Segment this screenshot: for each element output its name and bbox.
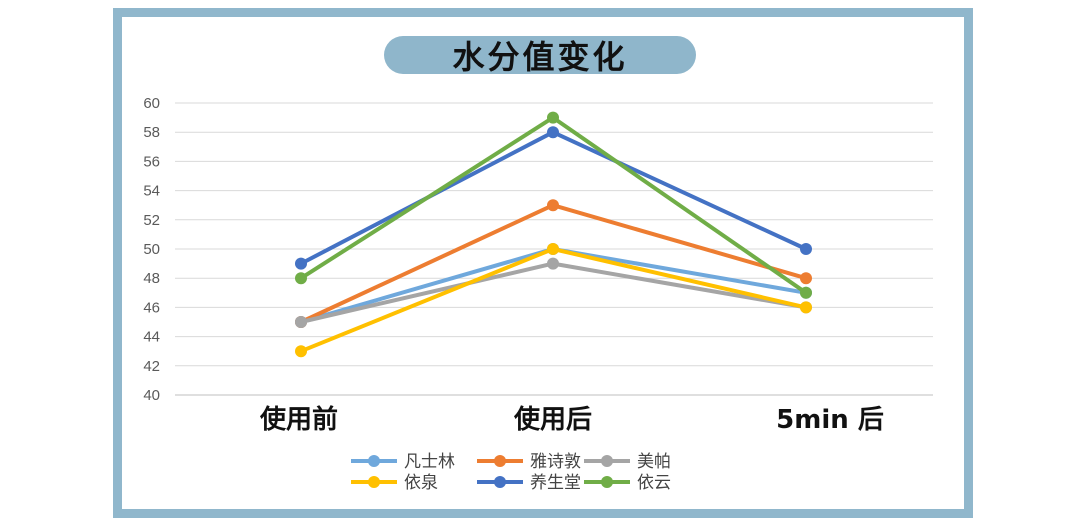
y-tick-label: 46 [143, 299, 160, 316]
data-point [800, 243, 812, 255]
x-tick-label: 5min 后 [776, 405, 884, 435]
x-axis-ticks: 使用前 使用后 5min 后 [259, 404, 884, 435]
legend-swatch-marker [601, 455, 613, 467]
legend-label: 美帕 [637, 452, 671, 472]
data-point [547, 199, 559, 212]
y-tick-label: 50 [143, 241, 160, 258]
y-tick-label: 44 [143, 329, 160, 346]
series-lines [295, 111, 812, 358]
data-point [547, 111, 559, 124]
y-tick-label: 56 [143, 153, 160, 170]
series-养生堂 [295, 126, 812, 270]
y-tick-label: 60 [143, 95, 160, 112]
legend-swatch-marker [368, 455, 380, 467]
legend-swatch-marker [494, 476, 506, 488]
legend-label: 雅诗敦 [530, 452, 581, 472]
data-point [547, 257, 559, 270]
chart-frame [113, 8, 973, 518]
series-line [300, 261, 807, 324]
y-tick-label: 54 [143, 183, 160, 200]
data-point [800, 272, 812, 285]
x-tick-label: 使用前 [259, 404, 338, 435]
data-point [295, 345, 307, 358]
x-tick-label: 使用后 [513, 405, 592, 435]
legend-item: 美帕 [584, 452, 671, 472]
data-point [547, 126, 559, 139]
chart-title: 水分值变化 [384, 36, 696, 76]
y-tick-label: 42 [143, 358, 160, 375]
data-point [295, 257, 307, 270]
y-tick-label: 58 [143, 124, 160, 141]
legend-item: 凡士林 [351, 452, 455, 472]
data-point [295, 272, 307, 285]
y-axis-ticks: 40 42 44 46 48 50 52 54 56 58 60 [143, 95, 160, 404]
data-point [800, 301, 812, 314]
legend-swatch-marker [368, 476, 380, 488]
legend-swatch-marker [601, 476, 613, 488]
y-tick-label: 48 [143, 270, 160, 287]
y-tick-label: 52 [143, 212, 160, 229]
y-tick-label: 40 [143, 387, 160, 404]
legend-label: 养生堂 [530, 473, 581, 493]
legend-label: 依云 [637, 473, 671, 493]
legend-item: 雅诗敦 [477, 452, 581, 472]
legend-item: 养生堂 [477, 473, 581, 493]
legend-label: 依泉 [404, 473, 438, 493]
legend-label: 凡士林 [404, 452, 455, 472]
data-point [800, 286, 812, 299]
legend-item: 依云 [584, 473, 671, 493]
series-依云 [295, 111, 812, 299]
series-依泉 [295, 243, 812, 358]
data-point [295, 316, 307, 328]
legend-swatch-marker [494, 455, 506, 467]
data-point [547, 243, 559, 255]
legend-item: 依泉 [351, 473, 438, 493]
